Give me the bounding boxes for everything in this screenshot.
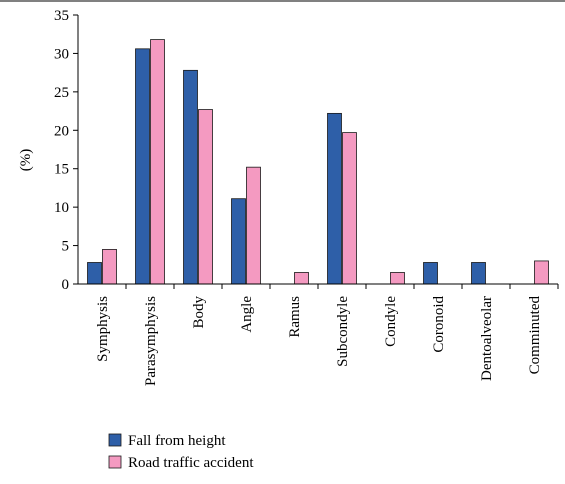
bar-fall-from-height	[135, 48, 150, 285]
bar-road-traffic-accident	[342, 132, 357, 285]
legend-label: Fall from height	[128, 433, 226, 449]
x-tick-label: Ramus	[287, 296, 303, 338]
x-tick-label: Parasymphysis	[143, 296, 159, 386]
bar-fall-from-height	[183, 69, 198, 285]
bar-fall-from-height	[231, 198, 246, 285]
x-axis-labels: Symphysis Parasymphysis Body Angle Ramus Subc…	[95, 296, 543, 386]
bar-road-traffic-accident	[102, 249, 117, 285]
y-axis-ticks: 0 5 10 15 20 25 30 35	[54, 8, 78, 293]
x-tick-label: Angle	[239, 296, 255, 333]
legend-label: Road traffic accident	[128, 455, 254, 471]
x-tick-label: Condyle	[383, 296, 399, 347]
y-tick-label: 5	[62, 239, 70, 255]
bar-fall-from-height	[87, 262, 102, 285]
bar-road-traffic-accident	[150, 39, 165, 285]
legend-swatch	[108, 455, 122, 469]
bar-road-traffic-accident	[390, 272, 405, 285]
y-tick-label: 35	[54, 8, 69, 24]
x-tick-label: Comminuted	[527, 296, 543, 375]
bar-road-traffic-accident	[246, 166, 261, 285]
x-tick-label: Dentoalveolar	[479, 296, 495, 381]
y-tick-label: 25	[54, 85, 69, 101]
x-tick-label: Subcondyle	[335, 296, 351, 367]
bar-fall-from-height	[423, 262, 438, 285]
y-tick-label: 0	[62, 277, 70, 293]
y-axis-title: (%)	[18, 149, 34, 172]
y-tick-label: 15	[54, 162, 69, 178]
bar-fall-from-height	[471, 262, 486, 285]
x-tick-label: Symphysis	[95, 296, 111, 362]
bars	[87, 39, 559, 289]
bar-road-traffic-accident	[534, 260, 549, 285]
legend-swatch	[108, 433, 122, 447]
bar-fall-from-height	[327, 112, 342, 285]
x-tick-label: Body	[191, 296, 207, 329]
y-tick-label: 10	[54, 200, 69, 216]
y-tick-label: 20	[54, 123, 69, 139]
bar-road-traffic-accident	[294, 272, 309, 285]
x-tick-label: Coronoid	[431, 296, 447, 353]
y-tick-label: 30	[54, 46, 69, 62]
bar-road-traffic-accident	[198, 109, 213, 285]
legend: Fall from height Road traffic accident	[108, 433, 254, 471]
